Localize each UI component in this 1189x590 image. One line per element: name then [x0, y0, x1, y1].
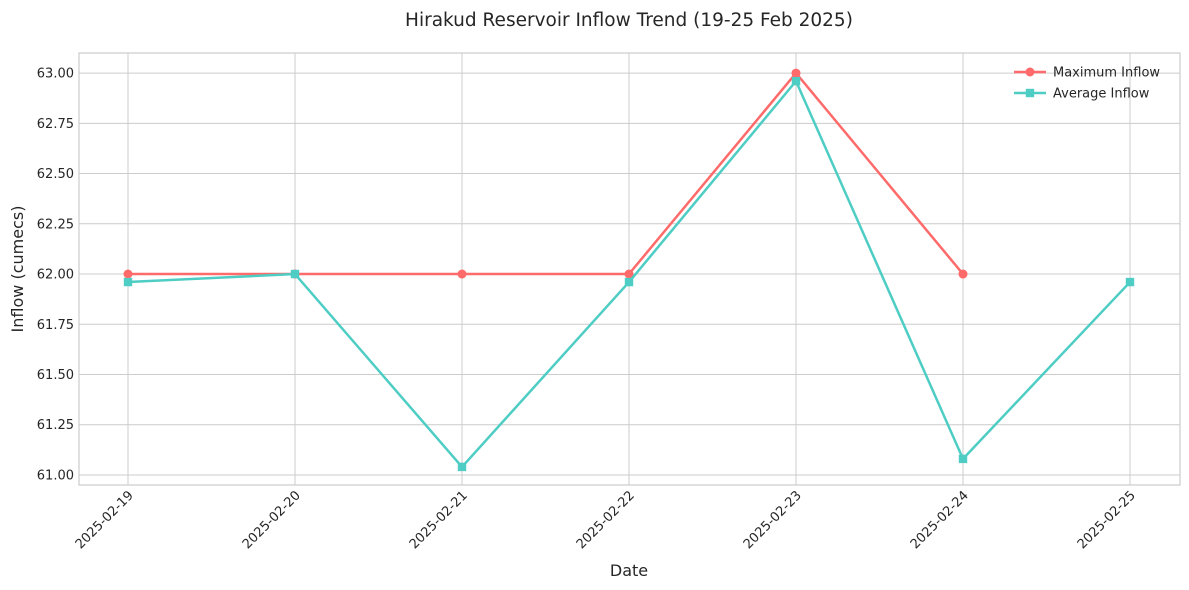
data-point	[958, 269, 968, 279]
series-line	[128, 71, 964, 276]
y-tick-label: 63.00	[37, 67, 74, 82]
data-point	[624, 269, 634, 279]
x-axis-title: Date	[610, 561, 648, 580]
data-point	[290, 269, 300, 279]
data-point	[624, 277, 634, 287]
x-gridlines	[127, 53, 1131, 485]
y-tick-label: 61.75	[37, 318, 74, 333]
legend-marker	[1025, 67, 1035, 77]
y-axis-ticks: 61.00 61.25 61.50 61.75 62.00 62.25 62.50 62.75…	[37, 67, 74, 484]
y-tick-label: 62.00	[37, 268, 74, 283]
y-tick-label: 62.75	[37, 117, 74, 132]
legend-marker	[1025, 88, 1035, 98]
x-tick-label: 2025-02-23	[741, 488, 805, 552]
chart-title: Hirakud Reservoir Inflow Trend (19-25 Fe…	[405, 10, 853, 31]
data-point	[457, 462, 467, 472]
y-axis-title: Inflow (cumecs)	[8, 206, 27, 333]
y-tick-label: 61.00	[37, 468, 74, 483]
legend-item: Average Inflow	[1014, 87, 1150, 102]
x-tick-label: 2025-02-22	[574, 488, 638, 552]
y-tick-label: 62.25	[37, 217, 74, 232]
x-tick-label: 2025-02-21	[407, 488, 471, 552]
y-tick-label: 62.50	[37, 167, 74, 182]
legend-label: Average Inflow	[1053, 87, 1150, 102]
x-tick-label: 2025-02-20	[240, 488, 304, 552]
x-axis-ticks: 2025-02-19 2025-02-20 2025-02-21 2025-02-22…	[73, 488, 1139, 552]
plot-area-frame	[78, 52, 1181, 486]
data-point	[958, 454, 968, 464]
data-point	[457, 269, 467, 279]
legend-item: Maximum Inflow	[1014, 66, 1160, 81]
legend-label: Maximum Inflow	[1053, 66, 1160, 81]
y-tick-label: 61.50	[37, 368, 74, 383]
series-layer	[123, 68, 1135, 472]
data-point	[1125, 277, 1135, 287]
legend: Maximum Inflow Average Inflow	[1014, 66, 1160, 102]
x-tick-label: 2025-02-24	[908, 488, 972, 552]
data-point	[791, 68, 801, 78]
data-point	[791, 76, 801, 86]
data-point	[123, 277, 133, 287]
series-average-inflow	[123, 76, 1135, 472]
x-tick-label: 2025-02-19	[73, 488, 137, 552]
x-tick-label: 2025-02-25	[1075, 488, 1139, 552]
data-point	[123, 269, 133, 279]
y-tick-label: 61.25	[37, 418, 74, 433]
